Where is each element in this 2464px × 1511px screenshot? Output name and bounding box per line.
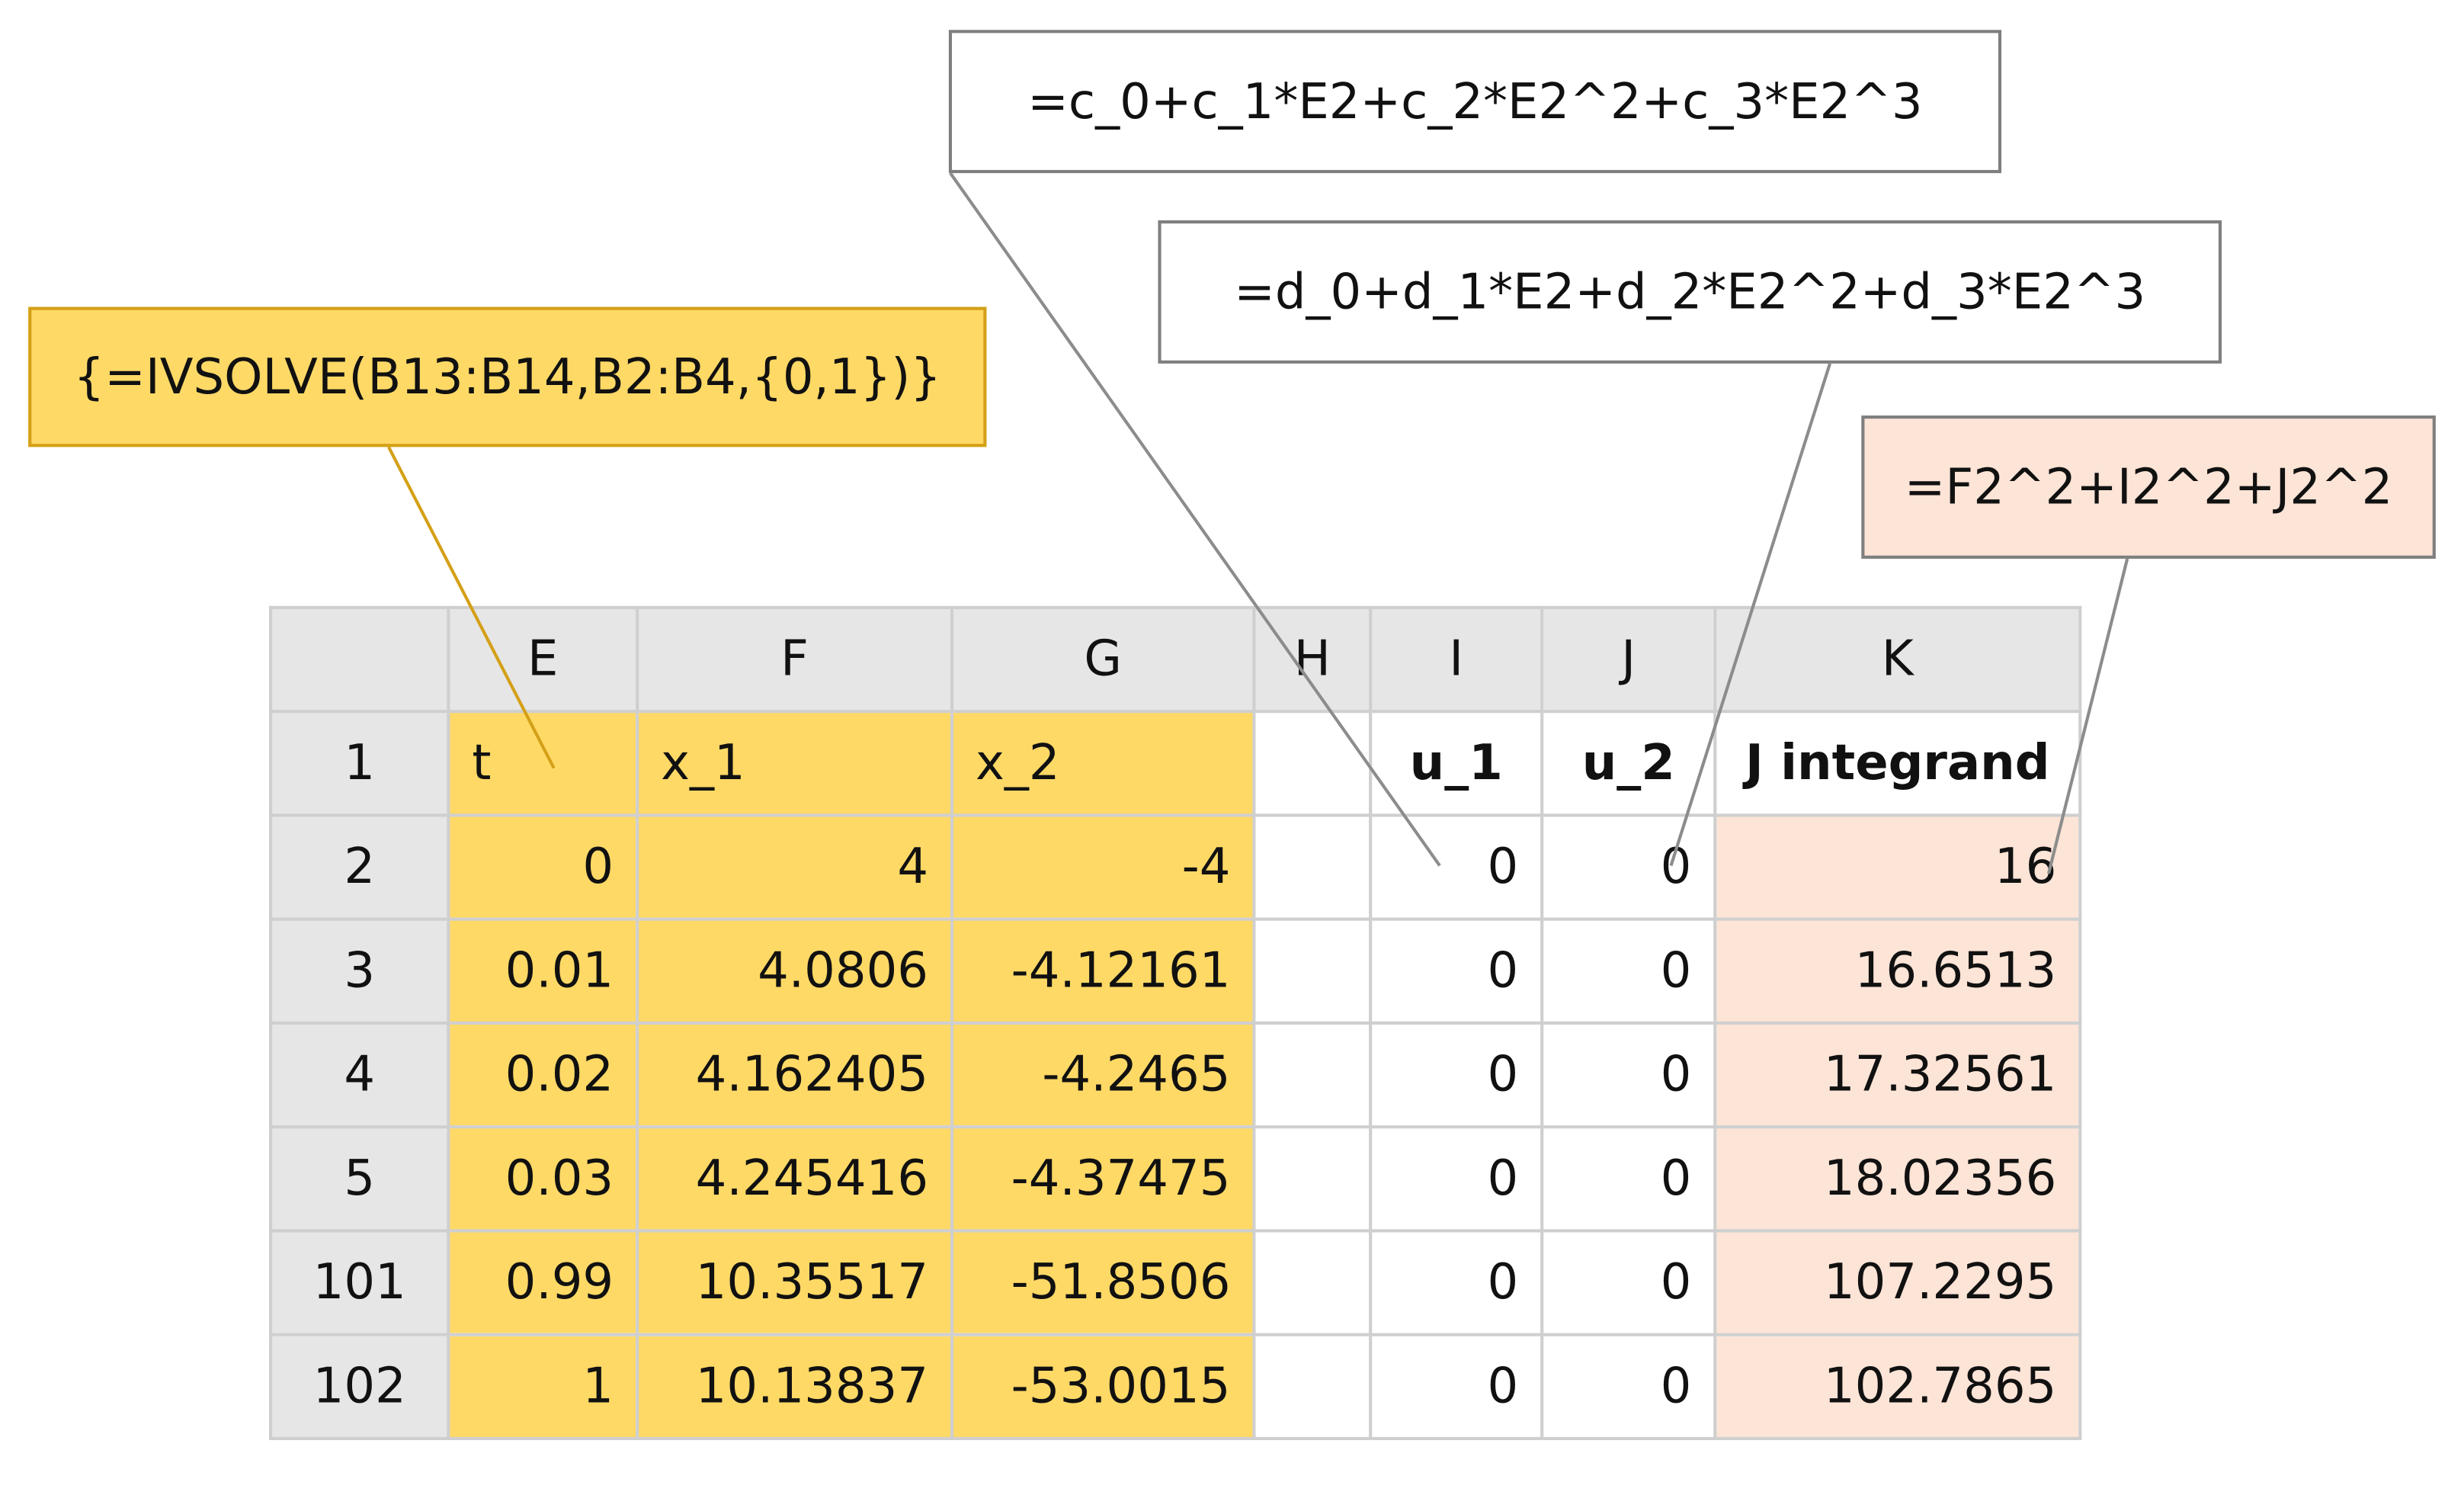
cell-h[interactable]: [1252, 1125, 1373, 1233]
cell-h-header[interactable]: [1252, 710, 1373, 817]
cell-x2[interactable]: -53.0015: [950, 1333, 1256, 1441]
cell-t[interactable]: 0.03: [447, 1125, 639, 1233]
cell-u2[interactable]: 0: [1540, 813, 1717, 921]
column-header-i[interactable]: I: [1369, 605, 1544, 714]
cell-t[interactable]: 0.01: [447, 917, 639, 1025]
integrand-formula-text: =F2^2+I2^2+J2^2: [1904, 458, 2393, 516]
cell-x2[interactable]: -4.12161: [950, 917, 1256, 1025]
cell-u1[interactable]: 0: [1369, 1021, 1544, 1129]
cell-x2[interactable]: -4.2465: [950, 1021, 1256, 1129]
column-header-k[interactable]: K: [1713, 605, 2082, 714]
cell-x1[interactable]: 10.35517: [636, 1229, 954, 1336]
table-row: 101 0.99 10.35517 -51.8506 0 0 107.2295: [269, 1229, 2082, 1336]
column-header-f[interactable]: F: [636, 605, 954, 714]
u1-formula-text: =c_0+c_1*E2+c_2*E2^2+c_3*E2^3: [1027, 72, 1923, 130]
cell-x2[interactable]: -4: [950, 813, 1256, 921]
cell-x2-header[interactable]: x_2: [950, 710, 1256, 817]
cell-integrand[interactable]: 17.32561: [1713, 1021, 2082, 1129]
u1-formula-callout: =c_0+c_1*E2+c_2*E2^2+c_3*E2^3: [948, 30, 2002, 174]
cell-u2[interactable]: 0: [1540, 1229, 1717, 1336]
table-row: 2 0 4 -4 0 0 16: [269, 813, 2082, 921]
cell-u1[interactable]: 0: [1369, 813, 1544, 921]
cell-u1[interactable]: 0: [1369, 917, 1544, 1025]
cell-x1[interactable]: 4.0806: [636, 917, 954, 1025]
cell-u1-header[interactable]: u_1: [1369, 710, 1544, 817]
cell-x2[interactable]: -4.37475: [950, 1125, 1256, 1233]
cell-integrand[interactable]: 107.2295: [1713, 1229, 2082, 1336]
cell-integrand-header[interactable]: J integrand: [1713, 710, 2082, 817]
cell-u2[interactable]: 0: [1540, 1021, 1717, 1129]
cell-u2[interactable]: 0: [1540, 917, 1717, 1025]
cell-t-header[interactable]: t: [447, 710, 639, 817]
cell-integrand[interactable]: 18.02356: [1713, 1125, 2082, 1233]
spreadsheet-grid: E F G H I J K 1 t x_1 x_2 u_1 u_2 J inte…: [269, 605, 2082, 1441]
ivsolve-formula-callout: {=IVSOLVE(B13:B14,B2:B4,{0,1})}: [28, 306, 987, 448]
cell-t[interactable]: 0.02: [447, 1021, 639, 1129]
column-header-e[interactable]: E: [447, 605, 639, 714]
cell-u1[interactable]: 0: [1369, 1333, 1544, 1441]
cell-t[interactable]: 0: [447, 813, 639, 921]
select-all-corner[interactable]: [269, 605, 450, 714]
cell-h[interactable]: [1252, 917, 1373, 1025]
table-row: 3 0.01 4.0806 -4.12161 0 0 16.6513: [269, 917, 2082, 1025]
cell-x1[interactable]: 4.245416: [636, 1125, 954, 1233]
row-header[interactable]: 2: [269, 813, 450, 921]
row-header[interactable]: 3: [269, 917, 450, 1025]
cell-u2[interactable]: 0: [1540, 1125, 1717, 1233]
cell-h[interactable]: [1252, 813, 1373, 921]
cell-x1[interactable]: 4.162405: [636, 1021, 954, 1129]
table-row: 102 1 10.13837 -53.0015 0 0 102.7865: [269, 1333, 2082, 1441]
u2-formula-text: =d_0+d_1*E2+d_2*E2^2+d_3*E2^3: [1234, 263, 2146, 321]
column-header-row: E F G H I J K: [269, 605, 2082, 714]
cell-integrand[interactable]: 16: [1713, 813, 2082, 921]
table-row: 1 t x_1 x_2 u_1 u_2 J integrand: [269, 710, 2082, 817]
cell-integrand[interactable]: 102.7865: [1713, 1333, 2082, 1441]
cell-t[interactable]: 1: [447, 1333, 639, 1441]
table-row: 5 0.03 4.245416 -4.37475 0 0 18.02356: [269, 1125, 2082, 1233]
row-header[interactable]: 102: [269, 1333, 450, 1441]
row-header[interactable]: 101: [269, 1229, 450, 1336]
cell-x1[interactable]: 10.13837: [636, 1333, 954, 1441]
integrand-formula-callout: =F2^2+I2^2+J2^2: [1861, 415, 2436, 559]
cell-x1[interactable]: 4: [636, 813, 954, 921]
column-header-g[interactable]: G: [950, 605, 1256, 714]
cell-h[interactable]: [1252, 1333, 1373, 1441]
cell-t[interactable]: 0.99: [447, 1229, 639, 1336]
ivsolve-formula-text: {=IVSOLVE(B13:B14,B2:B4,{0,1})}: [73, 348, 942, 406]
row-header[interactable]: 5: [269, 1125, 450, 1233]
cell-x1-header[interactable]: x_1: [636, 710, 954, 817]
cell-u2-header[interactable]: u_2: [1540, 710, 1717, 817]
cell-x2[interactable]: -51.8506: [950, 1229, 1256, 1336]
row-header[interactable]: 4: [269, 1021, 450, 1129]
column-header-h[interactable]: H: [1252, 605, 1373, 714]
table-row: 4 0.02 4.162405 -4.2465 0 0 17.32561: [269, 1021, 2082, 1129]
cell-u1[interactable]: 0: [1369, 1125, 1544, 1233]
cell-integrand[interactable]: 16.6513: [1713, 917, 2082, 1025]
cell-u1[interactable]: 0: [1369, 1229, 1544, 1336]
u2-formula-callout: =d_0+d_1*E2+d_2*E2^2+d_3*E2^3: [1158, 220, 2222, 364]
column-header-j[interactable]: J: [1540, 605, 1717, 714]
cell-h[interactable]: [1252, 1021, 1373, 1129]
cell-h[interactable]: [1252, 1229, 1373, 1336]
cell-u2[interactable]: 0: [1540, 1333, 1717, 1441]
row-header[interactable]: 1: [269, 710, 450, 817]
